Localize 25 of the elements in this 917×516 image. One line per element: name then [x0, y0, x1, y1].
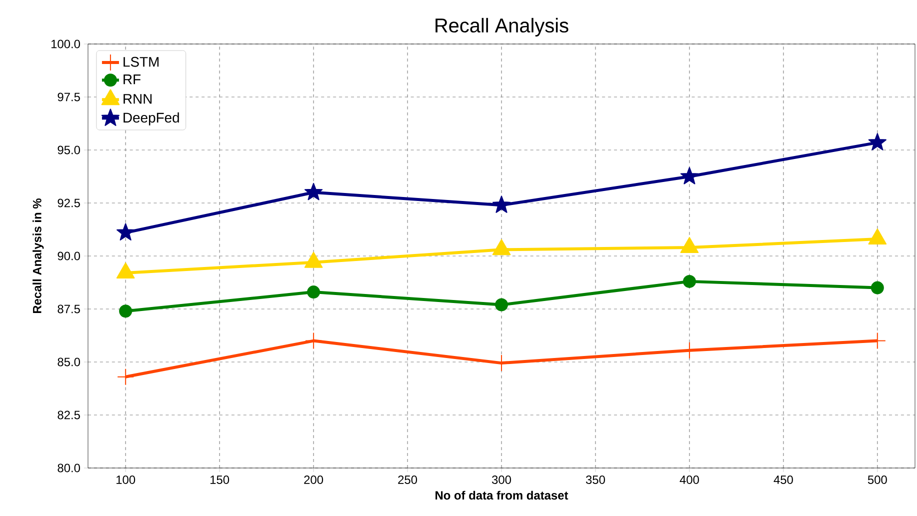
y-tick-label: 87.5 [58, 304, 80, 314]
x-tick-label: 200 [304, 476, 324, 484]
legend-label: RF [124, 74, 141, 84]
x-tick-label: 350 [586, 476, 605, 484]
y-tick-label: 97.5 [58, 92, 80, 102]
legend-label: LSTM [124, 56, 159, 67]
x-tick-label: 150 [210, 476, 230, 484]
y-tick-label: 90.0 [58, 252, 80, 260]
x-tick-label: 400 [680, 476, 699, 484]
x-tick-label: 100 [116, 476, 136, 484]
y-tick-label: 82.5 [58, 410, 80, 420]
x-tick-label: 450 [774, 476, 793, 484]
y-axis-title: Recall Analysis in % [32, 198, 44, 314]
chart-title: Recall Analysis [436, 18, 568, 37]
y-tick-label: 85.0 [58, 358, 80, 366]
x-tick-label: 500 [868, 476, 887, 484]
y-tick-label: 95.0 [58, 146, 80, 154]
y-tick-label: 100.0 [51, 40, 80, 48]
x-tick-label: 300 [492, 476, 512, 484]
legend-label: DeepFed [124, 112, 179, 126]
x-axis-title: No of data from dataset [436, 490, 568, 500]
y-tick-label: 92.5 [58, 198, 80, 208]
legend-label: RNN [124, 94, 152, 104]
y-tick-label: 80.0 [58, 464, 80, 472]
x-tick-label: 250 [398, 476, 418, 484]
